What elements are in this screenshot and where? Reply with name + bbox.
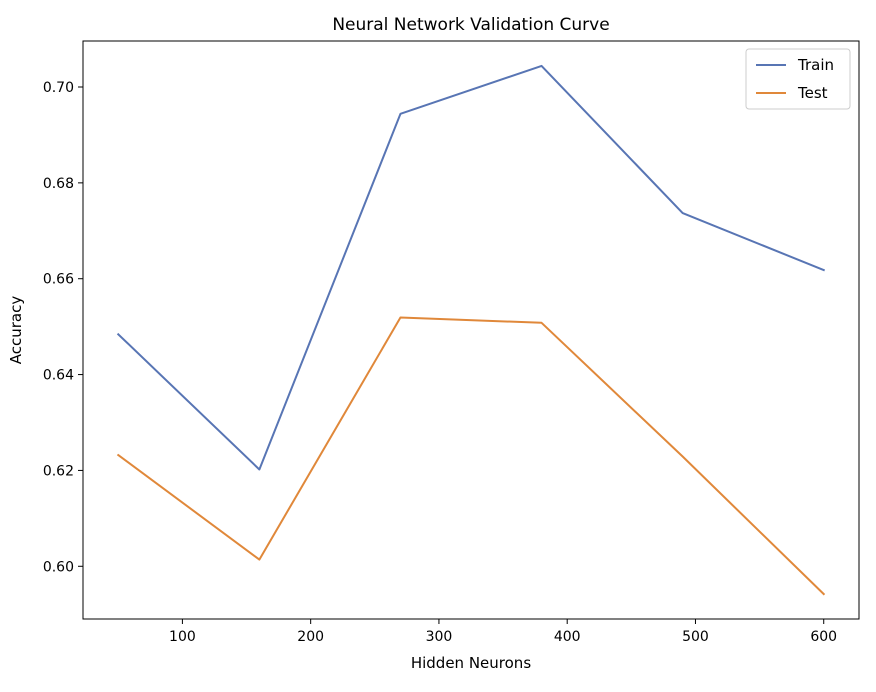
y-tick-label: 0.64 <box>43 368 74 384</box>
x-axis-title: Hidden Neurons <box>411 654 531 672</box>
x-tick-label: 400 <box>554 629 581 645</box>
series-line-train <box>116 64 826 471</box>
y-axis-title: Accuracy <box>7 296 25 365</box>
x-tick-label: 200 <box>297 629 324 645</box>
y-tick-label: 0.66 <box>43 272 74 288</box>
y-axis: 0.60 0.62 0.64 0.66 0.68 0.70 <box>43 80 83 575</box>
series-line-test <box>116 316 826 596</box>
x-axis: 100 200 300 400 500 600 <box>169 619 837 645</box>
x-tick-label: 500 <box>682 629 709 645</box>
x-tick-label: 100 <box>169 629 196 645</box>
legend-label-test: Test <box>797 84 828 102</box>
chart-title: Neural Network Validation Curve <box>332 15 609 35</box>
plot-frame <box>82 40 860 620</box>
x-tick-label: 600 <box>810 629 837 645</box>
series-layer <box>116 64 826 596</box>
y-tick-label: 0.70 <box>43 80 74 96</box>
legend-label-train: Train <box>797 56 834 74</box>
x-tick-label: 300 <box>426 629 453 645</box>
y-tick-label: 0.60 <box>43 559 74 575</box>
y-tick-label: 0.68 <box>43 176 74 192</box>
legend: Train Test <box>745 48 851 110</box>
y-tick-label: 0.62 <box>43 463 74 479</box>
